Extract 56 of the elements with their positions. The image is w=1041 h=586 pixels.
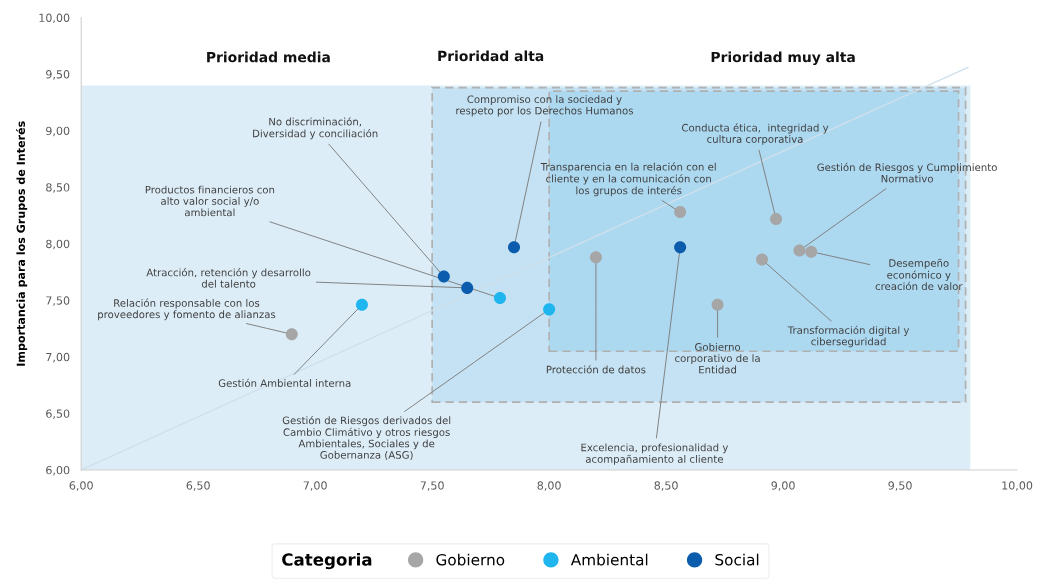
point bbox=[589, 251, 602, 264]
annotation: No discriminación, Diversidad y conciliación bbox=[253, 117, 378, 140]
band-label: Prioridad muy alta bbox=[711, 51, 855, 66]
legend-title: Categoria bbox=[282, 552, 372, 570]
point bbox=[355, 298, 368, 311]
annotation: Gobierno corporativo de la Entidad bbox=[675, 342, 760, 374]
point bbox=[756, 253, 769, 266]
annotation: Transparencia en la relación con el cliente y en la comunicación con los grupos de interés bbox=[540, 162, 716, 197]
legend-label: Ambiental bbox=[570, 553, 648, 566]
point bbox=[285, 328, 298, 341]
x-tick-label: 9,50 bbox=[888, 481, 912, 491]
point bbox=[674, 241, 687, 254]
point bbox=[711, 298, 724, 311]
x-tick-label: 8,50 bbox=[654, 481, 678, 491]
annotation: Excelencia, profesionalidad y acompañamiento al cliente bbox=[581, 443, 729, 465]
annotation: Gestión Ambiental interna bbox=[218, 378, 351, 387]
point bbox=[508, 241, 521, 254]
y-tick-label: 7,00 bbox=[46, 352, 70, 363]
point bbox=[674, 206, 687, 219]
annotation: Productos financieros con alto valor social y/o ambiental bbox=[145, 185, 275, 217]
annotation: Conducta ética, integridad y cultura corporativa bbox=[681, 123, 829, 145]
y-tick-label: 9,50 bbox=[46, 70, 70, 80]
x-tick-label: 8,00 bbox=[537, 481, 561, 491]
band-label: Prioridad media bbox=[207, 51, 330, 63]
annotation: Atracción, retención y desarrollo del talento bbox=[146, 268, 311, 288]
point bbox=[543, 303, 556, 316]
y-tick-label: 8,50 bbox=[46, 183, 70, 193]
y-tick-label: 8,00 bbox=[46, 239, 70, 250]
x-tick-label: 7,50 bbox=[420, 481, 444, 491]
annotation: Protección de datos bbox=[546, 365, 646, 374]
x-tick-label: 7,00 bbox=[303, 481, 327, 491]
x-tick-label: 6,00 bbox=[69, 481, 93, 491]
annotation: Transformación digital y ciberseguridad bbox=[787, 325, 910, 348]
point bbox=[461, 281, 474, 294]
point bbox=[770, 212, 783, 225]
band-label: Prioridad alta bbox=[438, 50, 544, 62]
y-axis-title: Importancia para los Grupos de Interés bbox=[15, 121, 28, 366]
y-tick-label: 6,50 bbox=[46, 409, 70, 419]
legend-label: Gobierno bbox=[436, 553, 505, 566]
y-tick-label: 9,00 bbox=[46, 126, 70, 137]
y-tick-label: 7,50 bbox=[46, 296, 70, 306]
x-tick-label: 9,00 bbox=[771, 481, 795, 491]
legend-label: Social bbox=[715, 553, 759, 566]
y-tick-label: 10,00 bbox=[39, 13, 70, 24]
annotation: Relación responsable con los proveedores y fomento de alianzas bbox=[98, 298, 276, 321]
annotation: Gestión de Riesgos derivados del Cambio Climátivo y otros riesgos Ambientales, Sociales y de Gobernanza (ASG) bbox=[282, 415, 451, 460]
point bbox=[805, 245, 818, 258]
x-tick-label: 10,00 bbox=[1002, 481, 1033, 491]
x-tick-label: 6,50 bbox=[186, 481, 210, 491]
point bbox=[493, 292, 507, 305]
y-tick-label: 6,00 bbox=[46, 465, 70, 476]
annotation: Gestión de Riesgos y Cumplimiento Normativo bbox=[817, 162, 997, 183]
annotation: Desempeño económico y creación de valor bbox=[875, 258, 963, 291]
point bbox=[437, 270, 450, 283]
point bbox=[793, 244, 806, 257]
annotation: Compromiso con la sociedad y respeto por los Derechos Humanos bbox=[456, 95, 633, 117]
